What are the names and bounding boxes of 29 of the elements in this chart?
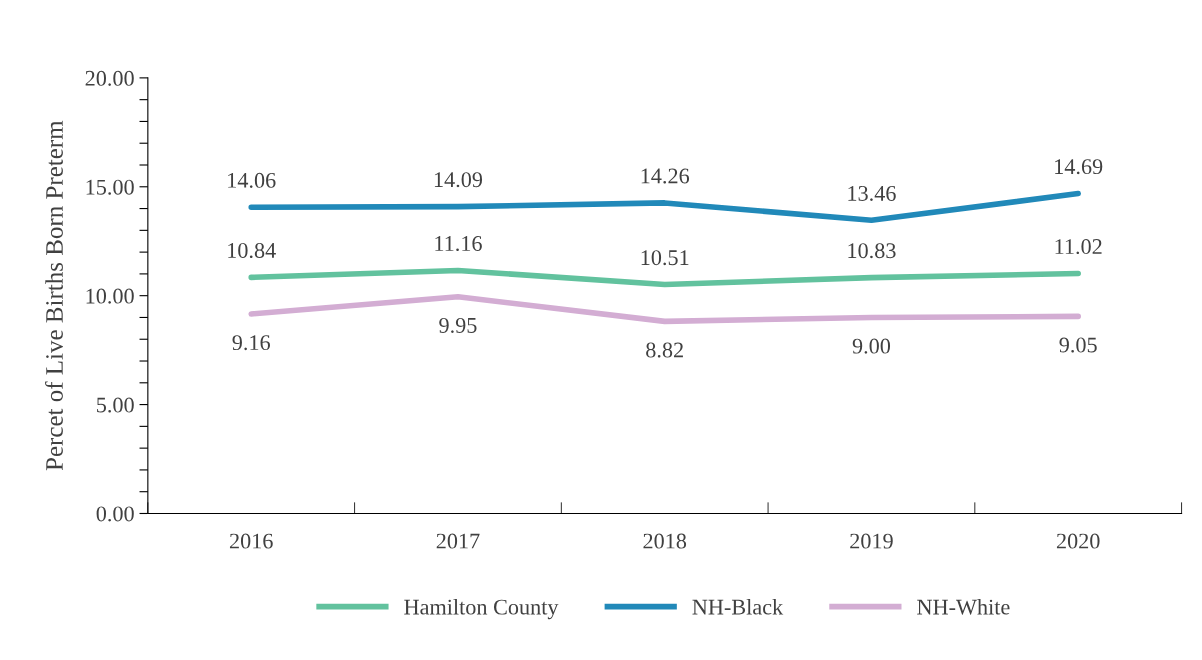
- data-label: 10.84: [228, 242, 276, 259]
- y-tick-label: 10.00: [86, 288, 134, 304]
- y-tick-label: 15.00: [86, 179, 134, 195]
- legend-label: NH-White: [917, 598, 1010, 615]
- data-label: 9.95: [439, 317, 477, 333]
- data-label: 9.16: [232, 335, 270, 351]
- data-label: 14.69: [1055, 159, 1103, 175]
- x-tick-label: 2018: [643, 533, 687, 549]
- data-label: 14.26: [641, 168, 690, 184]
- data-label: 14.09: [434, 172, 483, 188]
- data-label: 11.16: [435, 236, 482, 252]
- x-tick-label: 2020: [1056, 533, 1100, 549]
- x-tick-label: 2019: [850, 533, 893, 549]
- y-tick-label: 20.00: [85, 70, 134, 86]
- data-label: 10.83: [848, 243, 896, 259]
- y-tick-label: 5.00: [97, 397, 134, 413]
- x-tick-label: 2016: [229, 533, 273, 549]
- legend-label: NH-Black: [692, 598, 784, 615]
- data-label: 13.46: [848, 185, 896, 201]
- y-axis-title: Percet of Live Births Born Preterm: [45, 120, 63, 471]
- y-tick-label: 0.00: [96, 506, 134, 522]
- data-label: 9.05: [1059, 337, 1097, 353]
- data-label: 14.06: [228, 172, 276, 188]
- legend-label: Hamilton County: [404, 598, 559, 620]
- data-label: 11.02: [1055, 239, 1102, 255]
- data-label: 10.51: [641, 250, 689, 266]
- data-label: 9.00: [852, 338, 891, 354]
- data-label: 8.82: [646, 342, 683, 358]
- x-tick-label: 2017: [436, 533, 480, 549]
